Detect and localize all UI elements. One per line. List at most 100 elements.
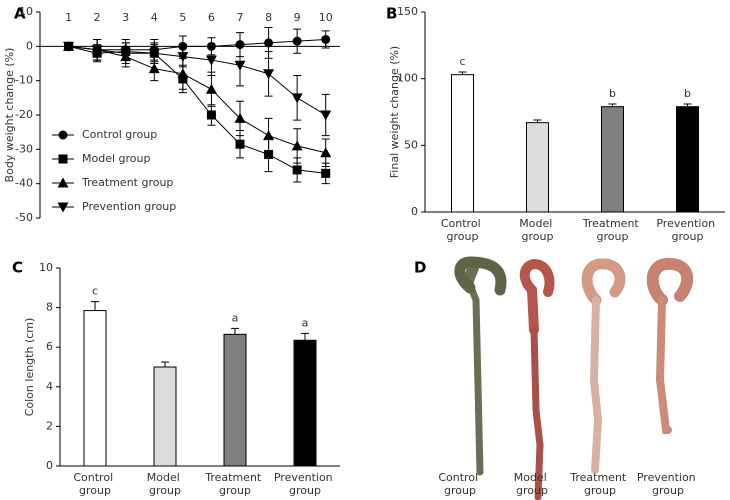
category-label: Treatment group: [582, 217, 642, 243]
significance-letter: b: [684, 87, 691, 100]
series-line: [68, 38, 326, 51]
error-bar: [301, 332, 309, 341]
y-tick-label: -50: [15, 211, 33, 224]
error-bar: [458, 71, 467, 75]
marker: [320, 147, 332, 158]
marker: [321, 168, 331, 178]
category-label: Control group: [73, 471, 116, 497]
bar: [153, 366, 177, 467]
y-tick-label: 2: [46, 419, 53, 432]
marker: [235, 139, 245, 149]
significance-letter: a: [232, 311, 239, 324]
series-line: [68, 45, 326, 116]
x-tick-label: 5: [179, 11, 186, 24]
significance-letter: a: [302, 316, 309, 329]
marker: [206, 110, 216, 120]
x-tick-label: 4: [151, 11, 158, 24]
bar: [601, 106, 624, 213]
y-tick-label: 150: [397, 5, 418, 18]
marker: [148, 63, 160, 74]
marker: [205, 83, 217, 94]
x-tick-label: 6: [208, 11, 215, 24]
significance-letter: c: [459, 55, 465, 68]
y-axis-title: Final weight change (%): [388, 46, 401, 178]
marker: [263, 130, 275, 141]
y-tick-label: 6: [46, 340, 53, 353]
y-tick-label: -40: [15, 177, 33, 190]
colon-control: [465, 260, 484, 476]
panel-label: A: [14, 5, 26, 23]
y-tick-label: 0: [26, 39, 33, 52]
y-tick-label: 10: [19, 5, 33, 18]
marker: [291, 140, 303, 151]
error-bar: [161, 361, 169, 367]
category-label: Model group: [147, 471, 184, 497]
category-label: Prevention group: [274, 471, 336, 497]
bar: [526, 122, 549, 213]
category-label: Prevention group: [637, 471, 699, 497]
y-tick-label: -20: [15, 108, 33, 121]
category-label: Control group: [438, 471, 481, 497]
colon-prevention-top: [646, 257, 694, 306]
legend-label: Treatment group: [81, 176, 173, 189]
y-tick-label: 0: [411, 205, 418, 218]
error-bar: [231, 327, 239, 335]
x-tick-label: 10: [319, 11, 333, 24]
significance-letter: c: [92, 285, 98, 298]
y-tick-label: 8: [46, 301, 53, 314]
y-axis-title: Body weight change (%): [3, 48, 16, 183]
marker: [320, 110, 332, 121]
colon-treatment: [589, 296, 603, 474]
marker: [177, 52, 189, 63]
category-label: Prevention group: [656, 217, 718, 243]
bar: [293, 339, 317, 467]
x-tick-label: 2: [94, 11, 101, 24]
colon-prevention: [655, 296, 672, 434]
y-tick-label: 100: [397, 72, 418, 85]
marker: [292, 165, 302, 175]
x-tick-label: 7: [237, 11, 244, 24]
series-line: [68, 45, 326, 174]
colon-control-top: [454, 256, 507, 296]
panel-label: C: [12, 259, 23, 277]
legend-label: Control group: [82, 128, 157, 141]
y-axis-title: Colon length (cm): [23, 318, 36, 417]
bar: [83, 310, 107, 467]
series-line: [68, 45, 326, 154]
error-bar: [608, 103, 617, 107]
colon-model: [530, 326, 544, 500]
marker: [264, 38, 274, 48]
error-bar: [533, 119, 542, 123]
marker: [234, 60, 246, 71]
marker: [263, 69, 275, 80]
legend-label: Model group: [82, 152, 150, 165]
marker: [321, 34, 331, 44]
bar: [676, 106, 699, 213]
bar: [223, 333, 247, 467]
marker: [264, 149, 274, 159]
error-bar: [683, 103, 692, 107]
y-tick-label: 0: [46, 459, 53, 472]
x-tick-label: 3: [122, 11, 129, 24]
category-label: Treatment group: [204, 471, 264, 497]
panel-label: D: [414, 259, 426, 277]
marker: [148, 48, 160, 59]
category-label: Treatment group: [569, 471, 629, 497]
colon-treatment-top: [581, 258, 626, 306]
y-tick-label: -30: [15, 142, 33, 155]
significance-letter: b: [609, 87, 616, 100]
marker: [120, 48, 132, 59]
bar: [451, 74, 474, 213]
y-tick-label: -10: [15, 74, 33, 87]
x-tick-label: 8: [265, 11, 272, 24]
marker: [91, 45, 103, 56]
category-label: Model group: [514, 471, 551, 497]
marker: [177, 68, 189, 79]
marker: [292, 36, 302, 46]
x-tick-label: 9: [294, 11, 301, 24]
photo-panel: [454, 256, 694, 500]
colon-model-top: [519, 258, 555, 335]
category-label: Model group: [519, 217, 556, 243]
error-bar: [91, 301, 99, 311]
